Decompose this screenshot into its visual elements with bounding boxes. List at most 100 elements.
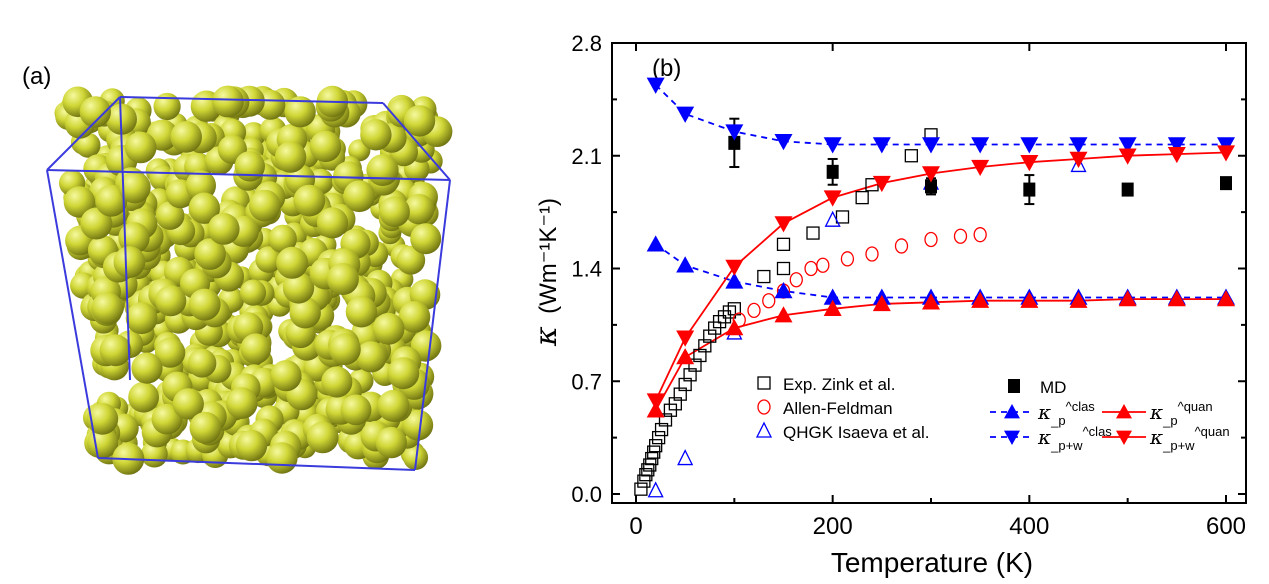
data-point — [872, 294, 891, 312]
atom-sphere — [289, 297, 321, 329]
legend-subscript: _p — [1162, 413, 1177, 428]
data-point — [1020, 291, 1039, 308]
atom-sphere — [95, 184, 128, 217]
plot-frame — [611, 42, 1247, 504]
data-point — [1118, 290, 1137, 307]
atom-sphere — [270, 360, 302, 392]
data-point — [732, 312, 746, 328]
box-edge — [119, 96, 131, 381]
data-point — [971, 159, 990, 177]
x-axis-label: Temperature (K) — [831, 547, 1033, 578]
data-point — [1121, 182, 1134, 197]
atom-sphere — [99, 334, 132, 367]
data-point — [678, 377, 692, 392]
atom-sphere — [86, 403, 119, 435]
data-point — [823, 288, 842, 305]
data-point — [641, 463, 655, 477]
y-tick-label: 0.0 — [571, 482, 602, 507]
box-edge — [46, 96, 121, 171]
box-edge — [97, 457, 416, 471]
data-point — [646, 77, 665, 94]
data-point — [673, 387, 687, 401]
atom-sphere — [345, 296, 378, 328]
data-point — [693, 348, 707, 363]
data-point — [654, 422, 669, 437]
legend-label: Allen-Feldman — [783, 399, 893, 418]
atom-sphere — [248, 189, 281, 222]
data-point — [676, 106, 695, 123]
y-tick-label: 2.1 — [571, 144, 602, 169]
data-point — [725, 259, 744, 276]
atom-sphere — [268, 224, 297, 254]
y-axis-label-text: κ (Wm⁻¹K⁻¹) — [529, 198, 564, 347]
atom-sphere — [125, 302, 158, 335]
data-point — [725, 272, 744, 289]
data-point — [1020, 137, 1039, 154]
atom-sphere — [207, 213, 240, 245]
data-point — [1023, 182, 1036, 197]
atom-sphere — [128, 381, 160, 413]
amorphous-atom-spheres — [54, 85, 453, 475]
legend-marker — [1008, 379, 1020, 393]
data-point — [1118, 137, 1137, 154]
series-exp-zink-et-al- — [634, 128, 938, 496]
data-point — [1069, 137, 1088, 154]
legend-entry: κ_p+w^clas — [990, 424, 1112, 453]
atom-sphere — [343, 180, 376, 213]
data-point — [634, 482, 648, 496]
data-point — [1217, 145, 1235, 162]
atom-sphere — [293, 184, 326, 217]
data-point — [688, 358, 702, 372]
atom-sphere — [266, 442, 298, 474]
data-point — [971, 137, 990, 154]
atom-sphere — [329, 333, 361, 366]
data-point — [774, 306, 793, 323]
atom-sphere — [155, 285, 187, 317]
legend-label: QHGK Isaeva et al. — [783, 423, 929, 442]
box-edge — [119, 96, 384, 104]
data-point — [646, 393, 665, 410]
data-point — [776, 261, 791, 276]
atom-sphere — [91, 292, 124, 324]
x-tick-label: 400 — [1009, 513, 1049, 540]
data-point — [816, 257, 830, 273]
atom-sphere — [189, 411, 222, 444]
data-point — [725, 319, 744, 336]
data-point — [804, 260, 818, 277]
atom-sphere — [377, 389, 410, 422]
data-point — [774, 282, 793, 299]
data-point — [953, 228, 968, 244]
atom-sphere — [188, 192, 220, 224]
series--p-w-clas — [646, 77, 1235, 154]
atom-sphere — [316, 207, 349, 239]
legend: Exp. Zink et al. Allen-Feldman QHGK Isaeva… — [755, 375, 1230, 453]
atom-sphere — [188, 288, 221, 321]
data-point — [855, 190, 869, 205]
legend-label: κ_p+w^clas — [1037, 424, 1112, 453]
data-point — [646, 235, 665, 252]
series-line--p-w-quan — [654, 151, 1227, 401]
legend-entry: Allen-Feldman — [757, 399, 893, 418]
data-point — [840, 251, 855, 267]
atom-sphere — [239, 279, 267, 306]
data-point — [698, 339, 712, 353]
data-point — [1167, 146, 1186, 164]
panel-a-atomic-structure: (a) — [22, 63, 453, 475]
atom-sphere — [396, 245, 426, 275]
data-point — [774, 134, 793, 151]
box-edge — [414, 179, 451, 471]
data-point — [1118, 148, 1137, 165]
data-point — [925, 179, 937, 194]
legend-label: κ_p^clas — [1037, 399, 1095, 428]
data-point — [922, 293, 940, 310]
atom-sphere — [118, 171, 151, 204]
atom-sphere — [153, 92, 181, 121]
legend-superscript: ^clas — [1066, 399, 1096, 414]
atom-sphere — [372, 312, 405, 345]
legend-subscript: _p+w — [1162, 438, 1195, 453]
atom-sphere — [187, 348, 217, 378]
series-line--p-w-clas — [655, 84, 1226, 146]
atom-sphere — [170, 121, 202, 153]
legend-label: κ_p+w^quan — [1149, 424, 1230, 453]
data-point — [872, 175, 891, 193]
